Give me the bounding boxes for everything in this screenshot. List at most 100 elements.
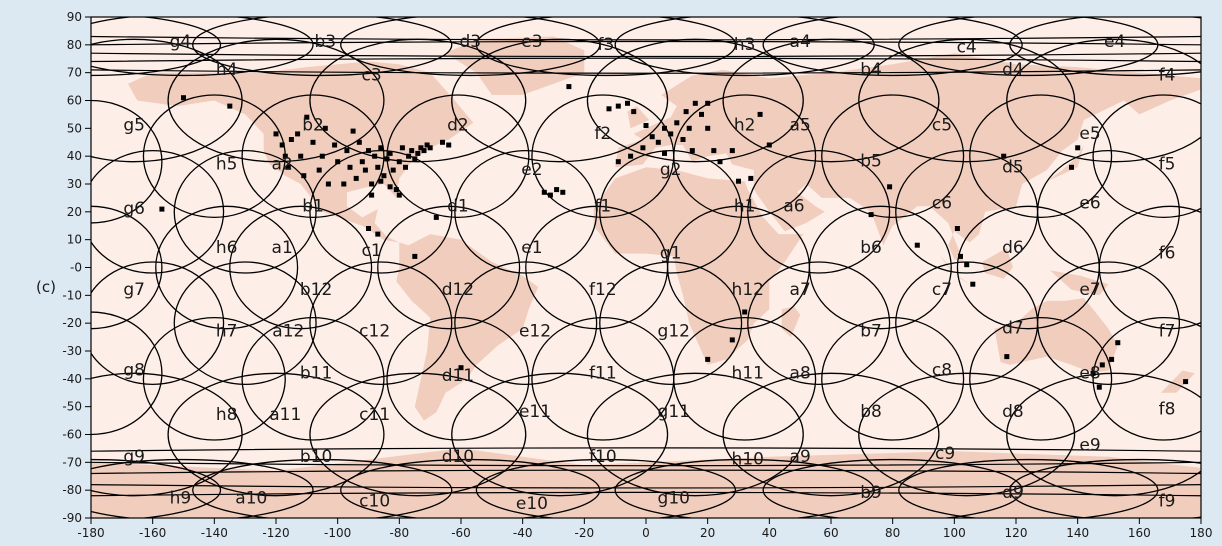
coverage-circle: [599, 261, 743, 386]
coverage-circle: [386, 94, 530, 219]
cell-label-c11: c11: [359, 405, 390, 425]
observation-point: [412, 156, 418, 162]
coverage-circle: [386, 316, 530, 441]
cell-label-e2: e2: [521, 160, 542, 180]
observation-point: [159, 206, 165, 212]
observation-point: [1075, 145, 1081, 151]
cell-label-a11: a11: [269, 405, 301, 425]
observation-point: [1069, 164, 1074, 170]
x-tick-label: 120: [1005, 526, 1028, 540]
observation-point: [1090, 370, 1096, 376]
observation-point: [541, 189, 547, 195]
y-tick-label: 90: [67, 10, 82, 24]
y-tick-label: 20: [67, 205, 82, 219]
observation-point: [705, 356, 711, 362]
cell-label-f11: f11: [589, 363, 617, 383]
coverage-circle: [91, 150, 225, 274]
x-tick-label: 180: [1190, 526, 1213, 540]
y-tick-label: -0: [70, 261, 82, 275]
cell-label-g1: g1: [660, 244, 682, 264]
cell-label-g8: g8: [123, 360, 145, 380]
observation-point: [427, 145, 433, 151]
coverage-circle: [673, 316, 817, 441]
cell-label-c9: c9: [935, 444, 955, 464]
cell-label-d9: d9: [1002, 483, 1024, 503]
cell-label-a2: a2: [272, 155, 293, 175]
plot-frame: [90, 16, 1202, 519]
cell-label-d7: d7: [1002, 319, 1024, 339]
cell-label-c5: c5: [932, 116, 952, 136]
coverage-circle: [1092, 317, 1201, 441]
observation-point: [301, 173, 307, 179]
observation-point: [736, 178, 741, 184]
observation-point: [298, 153, 304, 159]
observation-point: [285, 164, 291, 170]
observation-point: [668, 131, 674, 137]
observation-point: [566, 84, 572, 90]
coverage-circle: [173, 261, 317, 386]
observation-point: [680, 137, 686, 142]
observation-point: [344, 148, 350, 154]
y-tick-label: 10: [67, 233, 82, 247]
observation-point: [757, 111, 763, 117]
coverage-circle: [173, 149, 317, 274]
cell-label-f4: f4: [1159, 65, 1176, 85]
cell-label-h3: h3: [734, 35, 756, 55]
observation-point: [554, 187, 560, 193]
land-mass: [1049, 270, 1109, 296]
coverage-circle: [309, 372, 527, 497]
cell-label-d12: d12: [442, 280, 474, 300]
observation-point: [322, 125, 328, 131]
observation-point: [227, 103, 233, 109]
land-mass: [994, 298, 1118, 374]
observation-point: [433, 214, 439, 220]
coverage-circle: [1006, 372, 1201, 497]
observation-point: [699, 111, 704, 117]
observation-point: [369, 192, 375, 198]
cell-label-b6: b6: [860, 238, 882, 258]
polar-band-curve: [91, 57, 1201, 63]
observation-point: [606, 106, 612, 112]
cell-label-a5: a5: [790, 116, 811, 136]
observation-point: [409, 148, 415, 154]
x-tick-label: -180: [77, 526, 104, 540]
cell-label-h12: h12: [732, 280, 764, 300]
coverage-circle: [155, 205, 299, 330]
observation-point: [686, 125, 692, 131]
observation-point: [615, 159, 621, 165]
observation-point: [366, 148, 371, 154]
y-tick-label: -20: [62, 316, 82, 330]
observation-point: [649, 134, 655, 140]
observation-point: [412, 253, 418, 259]
observation-point: [279, 142, 285, 148]
observation-point: [304, 114, 310, 120]
polar-band-curve: [91, 447, 1201, 452]
cell-labels: g4 b3 d3 e3 f3 h3 a4 c4 e4 h4 c3 b4 d4 f4 g5 b2 d2 f2 h2 a5…: [123, 32, 1175, 514]
coverage-circle: [747, 261, 891, 386]
x-tick-label: 80: [885, 526, 900, 540]
observation-point: [415, 150, 421, 156]
observation-point: [643, 123, 649, 128]
cell-label-c3: c3: [361, 65, 381, 85]
x-axis: -180 -160 -140 -120 -100 -80 -60 -40 -20 0 20 40 60 8…: [77, 518, 1212, 540]
cell-label-d2: d2: [447, 116, 469, 136]
cell-label-b11: b11: [300, 363, 332, 383]
coverage-circle: [451, 372, 669, 497]
cell-label-b7: b7: [860, 322, 882, 342]
observation-point: [399, 145, 405, 151]
coverage-circle: [377, 205, 521, 330]
coverage-circle: [229, 205, 373, 330]
observation-point: [560, 189, 566, 195]
polar-band-curve: [91, 491, 1201, 497]
cell-label-g4: g4: [170, 32, 192, 52]
cell-label-b1: b1: [302, 196, 324, 216]
observation-point: [440, 139, 445, 145]
cell-label-e6: e6: [1079, 193, 1100, 213]
coverage-circle: [1092, 94, 1201, 218]
cell-label-c7: c7: [932, 280, 952, 300]
cell-label-h4: h4: [216, 60, 238, 80]
x-tick-label: -20: [575, 526, 595, 540]
cell-label-e10: e10: [516, 494, 548, 514]
observation-point: [547, 192, 553, 198]
